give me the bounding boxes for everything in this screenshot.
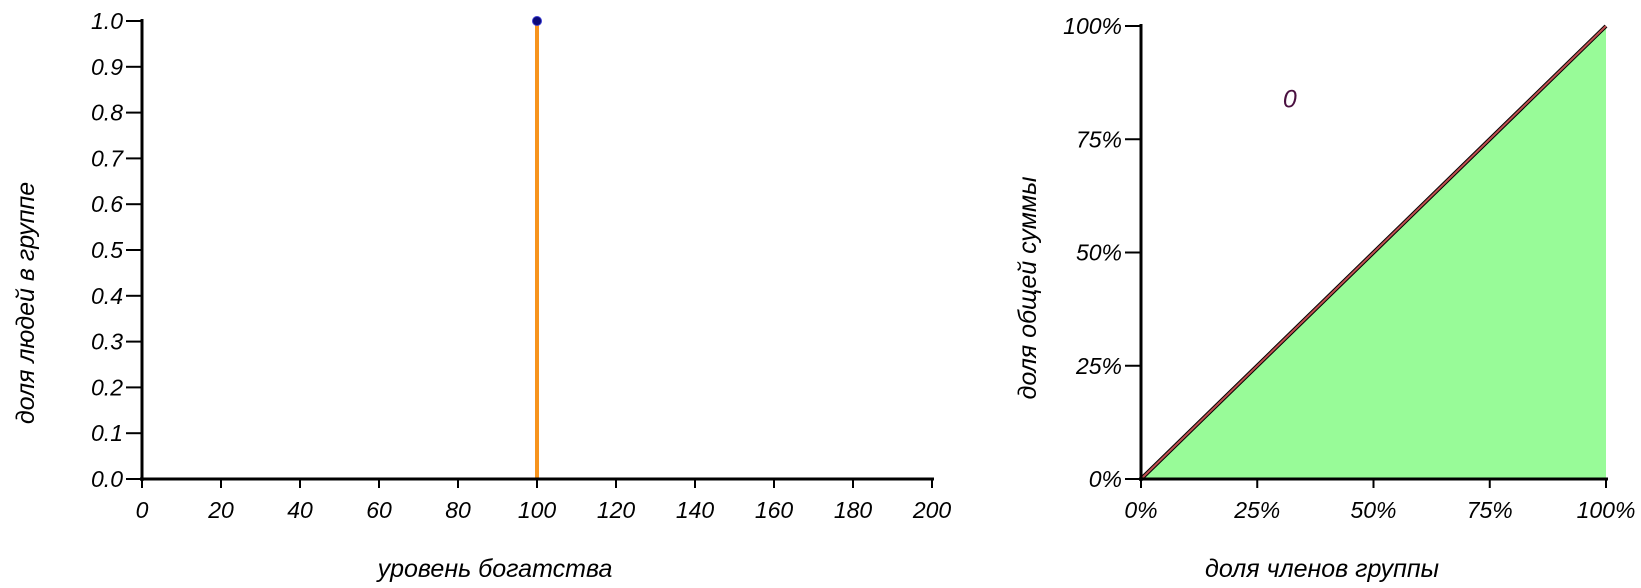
left-x-tick-label: 80: [445, 497, 471, 523]
left-y-tick-label: 1.0: [91, 8, 123, 34]
left-x-tick-label: 120: [597, 497, 636, 523]
left-y-tick-label: 0.5: [91, 237, 123, 263]
left-y-tick-label: 0.1: [91, 420, 123, 446]
left-y-axis-label: доля людей в группе: [12, 182, 40, 424]
right-x-axis-label: доля членов группы: [1205, 555, 1439, 583]
left-x-tick-label: 100: [518, 497, 557, 523]
left-x-tick-label: 40: [287, 497, 313, 523]
left-x-tick-label: 20: [207, 497, 234, 523]
lorenz-curve-chart: 0 0% 25% 50% 75% 100% 0% 25% 50% 75% 100% доля ч…: [1014, 13, 1635, 583]
right-y-axis-label: доля общей суммы: [1014, 177, 1042, 400]
right-y-tick-label: 75%: [1076, 126, 1122, 152]
distribution-point-marker: [532, 16, 542, 26]
left-x-ticks: 0 20 40 60 80 100 120 140 160 180 200: [136, 479, 952, 523]
left-x-tick-label: 140: [676, 497, 715, 523]
right-y-tick-label: 0%: [1089, 466, 1122, 492]
left-y-tick-label: 0.3: [91, 329, 123, 355]
right-x-tick-label: 50%: [1350, 497, 1396, 523]
left-plot-marks: [532, 16, 542, 479]
gini-annotation: 0: [1283, 86, 1297, 114]
left-y-tick-label: 0.4: [91, 283, 123, 309]
right-x-tick-label: 75%: [1467, 497, 1513, 523]
left-y-tick-label: 0.8: [91, 100, 123, 126]
right-y-tick-label: 25%: [1075, 353, 1122, 379]
right-plot-marks: 0: [1139, 24, 1608, 481]
left-y-tick-label: 0.7: [91, 145, 124, 171]
left-y-tick-label: 0.6: [91, 191, 123, 217]
right-x-tick-label: 25%: [1233, 497, 1280, 523]
wealth-distribution-chart: 0 20 40 60 80 100 120 140 160 180 200 0.0 0.1 0.2 0.3…: [12, 8, 951, 583]
right-x-tick-label: 0%: [1124, 497, 1157, 523]
left-x-tick-label: 180: [834, 497, 873, 523]
left-y-tick-label: 0.2: [91, 374, 123, 400]
left-x-tick-label: 60: [366, 497, 392, 523]
left-x-tick-label: 200: [912, 497, 952, 523]
right-y-tick-label: 50%: [1076, 240, 1122, 266]
left-y-tick-label: 0.0: [91, 466, 123, 492]
left-x-tick-label: 0: [136, 497, 149, 523]
left-y-ticks: 0.0 0.1 0.2 0.3 0.4 0.5 0.6 0.7 0.8 0.9 1.0: [91, 8, 142, 492]
left-x-tick-label: 160: [755, 497, 794, 523]
right-y-ticks: 0% 25% 50% 75% 100%: [1063, 13, 1141, 492]
right-x-tick-label: 100%: [1577, 497, 1636, 523]
lorenz-curve-line: [1140, 25, 1607, 480]
right-x-ticks: 0% 25% 50% 75% 100%: [1124, 479, 1635, 523]
right-y-tick-label: 100%: [1063, 13, 1122, 39]
left-y-tick-label: 0.9: [91, 54, 123, 80]
left-x-axis-label: уровень богатства: [376, 555, 613, 583]
